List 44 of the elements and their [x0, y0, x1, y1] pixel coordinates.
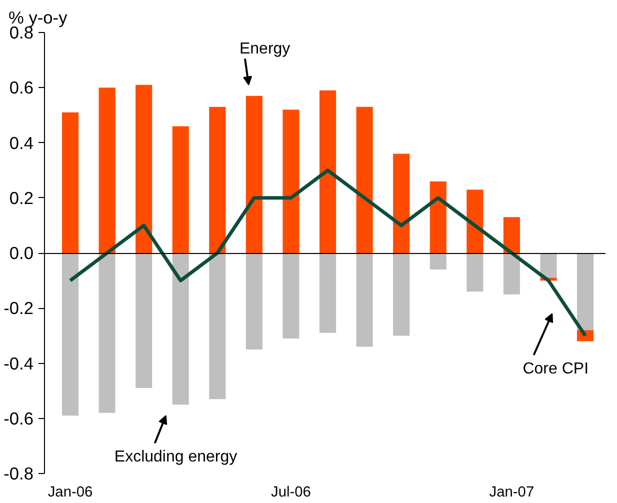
bar	[209, 106, 226, 253]
line-series	[68, 168, 588, 338]
bar	[466, 253, 484, 292]
bar	[319, 253, 336, 333]
y-axis-title: % y-o-y	[8, 8, 68, 28]
bar	[430, 253, 446, 270]
y-tick-label: -0.2	[4, 298, 34, 318]
x-tick-label: Jul-06	[271, 484, 311, 500]
bar	[136, 84, 152, 253]
bar	[172, 253, 189, 405]
bar	[136, 253, 152, 388]
bar	[576, 253, 594, 330]
bar	[62, 253, 79, 416]
bar	[393, 154, 410, 253]
bar	[356, 106, 373, 253]
y-tick-label: 0.6	[9, 78, 34, 98]
bar	[172, 126, 189, 253]
bar	[98, 253, 116, 413]
bar	[466, 190, 484, 253]
bar	[503, 253, 520, 294]
series-label: Core CPI	[522, 360, 589, 378]
bar	[356, 253, 373, 347]
bar	[540, 253, 557, 278]
y-tick-label: 0.0	[9, 243, 34, 263]
x-tick-label: Jan-07	[489, 484, 534, 500]
bar	[319, 90, 336, 253]
y-tick-label: -0.4	[4, 353, 34, 374]
bar	[62, 112, 79, 253]
bar	[430, 181, 446, 253]
text: Excluding energy	[114, 448, 238, 466]
y-tick-label: -0.8	[4, 464, 34, 484]
bar	[282, 253, 300, 338]
bar	[246, 253, 262, 350]
y-tick-label: 0.4	[9, 132, 34, 153]
text: Energy	[239, 40, 290, 58]
y-tick-label: -0.6	[4, 408, 34, 428]
bar	[209, 253, 226, 400]
x-tick-label: Jan-06	[48, 484, 93, 500]
bar	[393, 253, 410, 336]
y-tick-label: 0.2	[9, 188, 34, 208]
bar	[503, 217, 520, 253]
bar	[246, 96, 262, 253]
bar	[282, 110, 300, 253]
bar	[98, 88, 116, 253]
